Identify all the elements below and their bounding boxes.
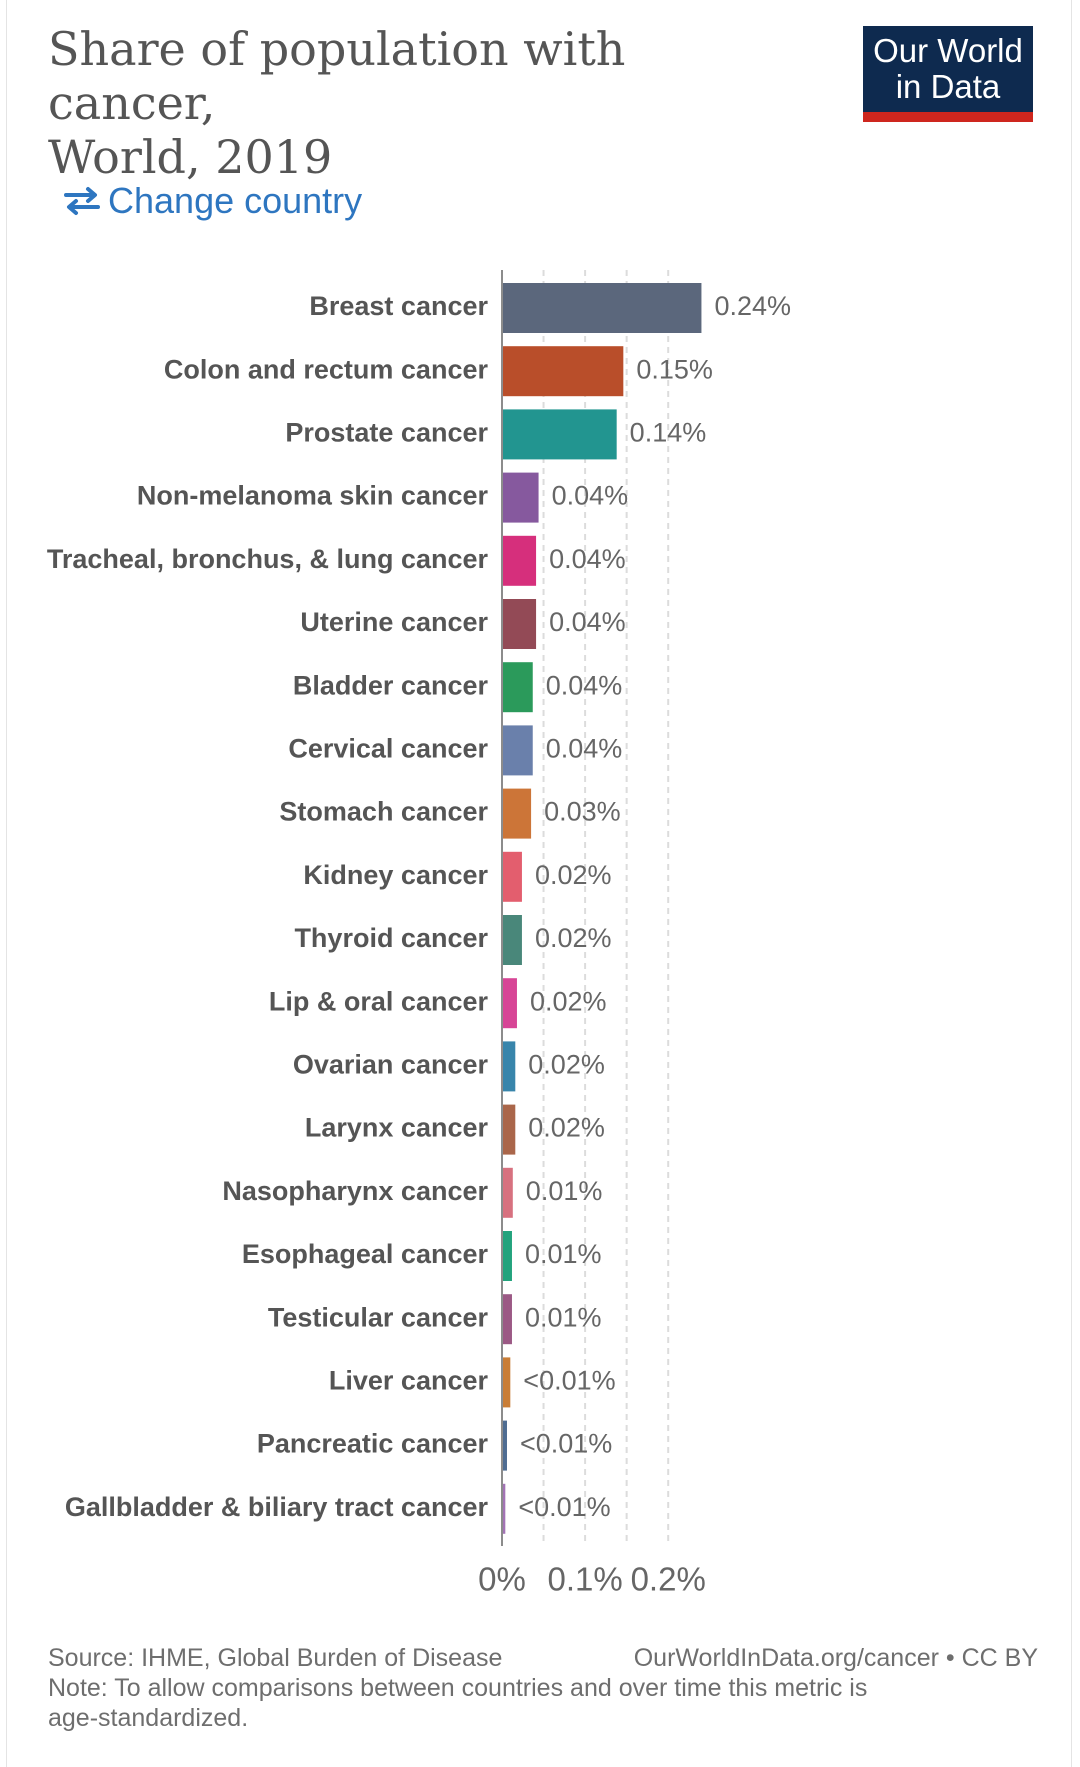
bar [502, 851, 522, 902]
bar [502, 283, 702, 333]
source-text: Source: IHME, Global Burden of Disease [48, 1644, 503, 1672]
x-tick-label: 0% [478, 1561, 526, 1598]
value-label: 0.04% [549, 607, 626, 637]
bar [502, 535, 537, 586]
category-label: Pancreatic cancer [257, 1429, 489, 1459]
value-label: 0.02% [535, 923, 612, 953]
change-country-label: Change country [108, 180, 363, 221]
bar [502, 725, 533, 776]
bar [502, 1483, 506, 1534]
title-line-1: Share of population with cancer, [48, 22, 626, 130]
category-label: Ovarian cancer [293, 1050, 489, 1080]
category-label: Larynx cancer [305, 1113, 489, 1143]
swap-arrows-icon [64, 187, 100, 215]
bar-chart: Breast cancer 0.24% Colon and rectum cance… [47, 270, 791, 1598]
bar [502, 1231, 512, 1281]
value-label: 0.04% [552, 481, 629, 511]
value-label: 0.02% [530, 986, 607, 1016]
title-line-2: World, 2019 [48, 130, 333, 184]
value-label: 0.04% [549, 544, 626, 574]
value-label: 0.04% [546, 670, 623, 700]
category-label: Prostate cancer [285, 418, 488, 448]
chart-title: Share of population with cancer, World, … [48, 22, 768, 184]
value-label: 0.01% [525, 1302, 602, 1332]
category-label: Thyroid cancer [294, 923, 488, 953]
value-label: 0.01% [526, 1176, 603, 1206]
category-label: Uterine cancer [300, 607, 488, 637]
change-country-button[interactable]: Change country [62, 180, 362, 222]
value-label: 0.01% [525, 1239, 602, 1269]
bar [502, 1294, 512, 1345]
x-tick-label: 0.2% [631, 1561, 706, 1598]
category-label: Lip & oral cancer [269, 986, 489, 1016]
value-label: 0.24% [714, 291, 791, 321]
footer: Source: IHME, Global Burden of Disease O… [48, 1643, 1038, 1733]
category-label: Non-melanoma skin cancer [137, 481, 489, 511]
bar [502, 978, 517, 1029]
category-label: Esophageal cancer [242, 1239, 489, 1269]
category-label: Tracheal, bronchus, & lung cancer [47, 544, 489, 574]
category-label: Breast cancer [309, 291, 488, 321]
value-label: 0.03% [544, 797, 621, 827]
category-label: Stomach cancer [279, 797, 488, 827]
page-frame [6, 0, 1072, 1767]
value-label: 0.02% [528, 1050, 605, 1080]
value-label: 0.04% [546, 734, 623, 764]
category-label: Testicular cancer [268, 1302, 489, 1332]
category-label: Colon and rectum cancer [164, 354, 489, 384]
note-line-1: Note: To allow comparisons between count… [48, 1674, 868, 1702]
category-label: Bladder cancer [293, 670, 489, 700]
category-label: Cervical cancer [288, 734, 488, 764]
category-label: Kidney cancer [303, 860, 488, 890]
bar [502, 1104, 516, 1155]
value-label: <0.01% [518, 1492, 610, 1522]
value-label: 0.02% [535, 860, 612, 890]
bar [502, 599, 537, 649]
url-license-link[interactable]: OurWorldInData.org/cancer • CC BY [633, 1644, 1038, 1672]
bar [502, 788, 532, 839]
value-label: 0.15% [636, 354, 713, 384]
bar [502, 472, 539, 523]
bar [502, 1420, 507, 1471]
value-label: <0.01% [523, 1366, 615, 1396]
x-tick-label: 0.1% [547, 1561, 622, 1598]
bar [502, 915, 522, 965]
category-label: Gallbladder & biliary tract cancer [65, 1492, 489, 1522]
logo-line-1: Our World [873, 32, 1023, 69]
bar [502, 1167, 513, 1218]
logo-line-2: in Data [895, 68, 1001, 105]
value-label: 0.14% [630, 418, 707, 448]
bar [502, 409, 617, 460]
note-line-2: age-standardized. [48, 1704, 249, 1732]
bar [502, 1041, 516, 1092]
bar [502, 346, 624, 397]
bar [502, 1357, 511, 1408]
category-label: Nasopharynx cancer [222, 1176, 488, 1206]
value-label: <0.01% [520, 1429, 612, 1459]
value-label: 0.02% [528, 1113, 605, 1143]
category-label: Liver cancer [329, 1366, 489, 1396]
bar [502, 662, 533, 713]
owid-logo[interactable]: Our World in Data [863, 26, 1033, 122]
